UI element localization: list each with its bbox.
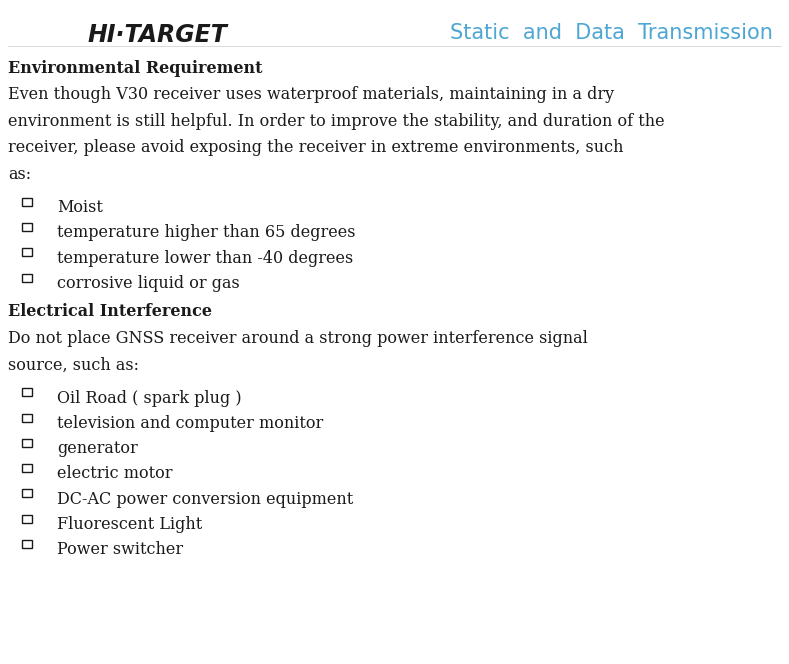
Text: Moist: Moist: [57, 199, 103, 216]
Text: corrosive liquid or gas: corrosive liquid or gas: [57, 275, 240, 292]
Text: Power switcher: Power switcher: [57, 541, 183, 558]
Bar: [22, 439, 32, 447]
Bar: [22, 414, 32, 422]
Text: Do not place GNSS receiver around a strong power interference signal: Do not place GNSS receiver around a stro…: [8, 330, 588, 347]
Bar: [22, 540, 32, 548]
Text: electric motor: electric motor: [57, 465, 172, 483]
Text: receiver, please avoid exposing the receiver in extreme environments, such: receiver, please avoid exposing the rece…: [8, 139, 623, 157]
Text: Oil Road ( spark plug ): Oil Road ( spark plug ): [57, 390, 241, 407]
Text: as:: as:: [8, 166, 31, 183]
Text: Static  and  Data  Transmission: Static and Data Transmission: [451, 23, 773, 43]
Bar: [22, 464, 32, 472]
Text: DC-AC power conversion equipment: DC-AC power conversion equipment: [57, 491, 353, 508]
Text: generator: generator: [57, 440, 137, 457]
Bar: [22, 515, 32, 523]
Text: Even though V30 receiver uses waterproof materials, maintaining in a dry: Even though V30 receiver uses waterproof…: [8, 86, 614, 104]
Text: temperature higher than 65 degrees: temperature higher than 65 degrees: [57, 224, 355, 242]
Bar: [22, 198, 32, 206]
Bar: [22, 223, 32, 231]
Text: Fluorescent Light: Fluorescent Light: [57, 516, 202, 533]
Text: temperature lower than -40 degrees: temperature lower than -40 degrees: [57, 250, 353, 267]
Bar: [22, 274, 32, 282]
Text: source, such as:: source, such as:: [8, 357, 139, 374]
Bar: [22, 248, 32, 256]
Bar: [22, 388, 32, 396]
Bar: [22, 489, 32, 497]
Text: HI·TARGET: HI·TARGET: [88, 23, 228, 47]
Text: Electrical Interference: Electrical Interference: [8, 303, 212, 321]
Text: television and computer monitor: television and computer monitor: [57, 415, 323, 432]
Text: environment is still helpful. In order to improve the stability, and duration of: environment is still helpful. In order t…: [8, 113, 664, 130]
Text: Environmental Requirement: Environmental Requirement: [8, 60, 263, 77]
